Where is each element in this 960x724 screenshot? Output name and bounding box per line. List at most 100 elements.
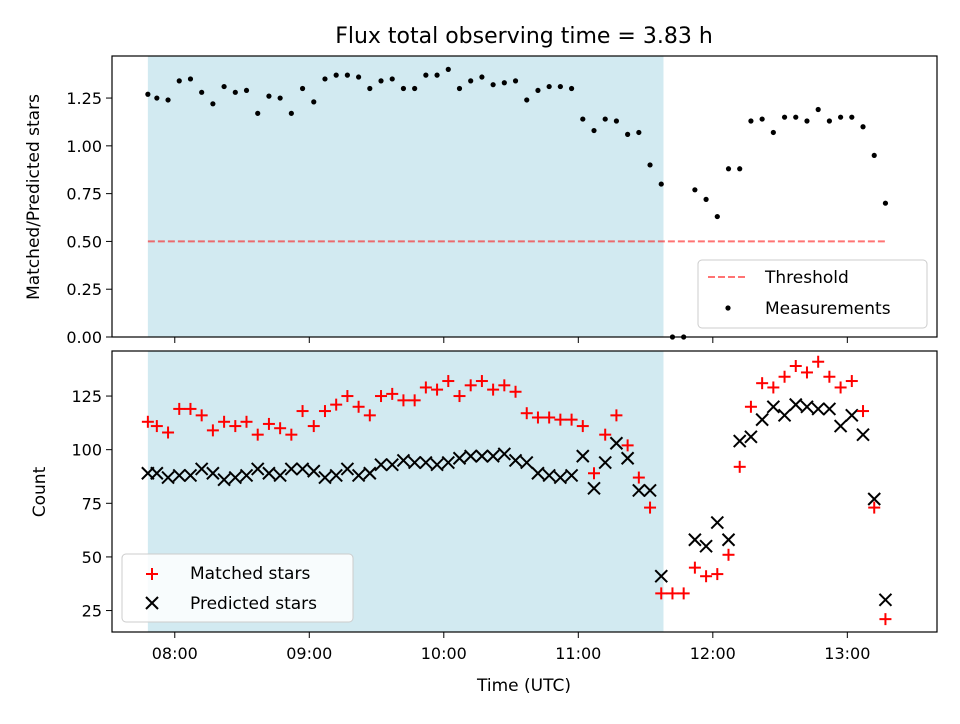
matched-star-point [565, 413, 578, 426]
matched-star-point [879, 613, 892, 626]
predicted-star-point [385, 457, 399, 472]
matched-star-point [531, 411, 544, 424]
measurements-legend-swatch [725, 305, 731, 311]
predicted-star-point [486, 449, 500, 463]
predicted-star-point [632, 483, 646, 498]
predicted-star-point [598, 455, 612, 470]
measurement-point [636, 129, 642, 136]
predicted-star-point [295, 462, 310, 476]
measurement-point [512, 78, 519, 84]
matched-star-point [509, 385, 522, 398]
predicted-star-point [654, 569, 668, 583]
matched-star-point [341, 390, 354, 403]
predicted-star-point [531, 466, 545, 480]
predicted-star-point [856, 427, 870, 442]
measurement-point [692, 187, 698, 193]
predicted-star-point [733, 434, 747, 448]
predicted-star-point [307, 464, 321, 478]
matched-star-point [498, 379, 511, 392]
measurement-point [714, 213, 720, 220]
measurement-point [400, 85, 407, 92]
top-y-tick-label: 0.50 [66, 232, 102, 251]
predicted-star-point [878, 593, 893, 607]
matched-star-point [834, 381, 847, 394]
bottom-x-tick-label: 12:00 [690, 644, 736, 663]
measurement-point [322, 76, 328, 82]
predicted-star-point [251, 462, 265, 476]
predicted-star-point [553, 470, 568, 485]
measurement-point [176, 78, 182, 84]
predicted-star-point [351, 468, 366, 483]
matched-star-point [599, 428, 612, 441]
matched-star-point [767, 381, 780, 394]
predicted-star-point [744, 430, 758, 444]
matched-legend-label: Matched stars [190, 564, 310, 584]
matched-star-point [520, 407, 533, 420]
matched-star-point [800, 366, 813, 379]
bottom-y-axis-label: Count [30, 466, 50, 517]
bottom-y-tick-label: 75 [82, 494, 102, 513]
predicted-star-point [407, 455, 422, 470]
measurement-point [479, 74, 485, 80]
bottom-panel: 25 50 75 100 125 08:00 09:00 10:00 11:00 12:00 13:… [30, 350, 938, 696]
measurement-point [412, 85, 418, 92]
matched-star-point [195, 409, 208, 422]
matched-star-point [150, 420, 163, 433]
matched-star-point [229, 420, 242, 433]
predicted-star-point [228, 470, 243, 485]
matched-star-point [789, 360, 802, 373]
measurement-point [871, 152, 877, 159]
predicted-star-point [340, 462, 355, 476]
measurement-point [221, 83, 227, 90]
matched-star-point [632, 471, 645, 484]
matched-star-point [363, 409, 376, 422]
x-axis-label: Time (UTC) [476, 676, 571, 696]
predicted-star-point [239, 468, 254, 483]
measurement-point [838, 114, 844, 120]
predicted-star-point [452, 451, 467, 465]
matched-star-point [487, 383, 500, 396]
measurement-point [367, 85, 373, 92]
bottom-y-tick-label: 50 [82, 548, 102, 567]
predicted-star-point [755, 412, 769, 427]
bottom-legend: Matched stars Predicted stars [121, 553, 354, 623]
predicted-star-point [688, 533, 702, 547]
matched-star-point [274, 422, 287, 435]
measurement-point [311, 99, 317, 105]
matched-star-point [251, 428, 264, 441]
predicted-star-point [789, 397, 803, 412]
matched-star-point [330, 398, 343, 411]
matched-star-point [475, 375, 488, 388]
predicted-star-point [284, 462, 299, 476]
matched-star-point [756, 377, 769, 390]
predicted-star-point [161, 470, 175, 485]
top-observing-window [147, 56, 664, 337]
threshold-legend-label: Threshold [764, 268, 849, 288]
predicted-star-point [822, 402, 837, 416]
measurement-point [490, 82, 496, 88]
predicted-star-point [150, 466, 164, 480]
predicted-star-point [363, 466, 377, 480]
predicted-star-point [811, 402, 825, 416]
measurement-point [557, 83, 563, 90]
matched-star-point [162, 426, 175, 439]
measurement-point [568, 85, 575, 92]
measurement-point [210, 101, 216, 107]
matched-star-point [644, 501, 657, 514]
measurement-point [154, 95, 160, 101]
matched-star-point [778, 370, 791, 383]
matched-star-point [184, 402, 197, 415]
measurement-point [535, 87, 541, 94]
matched-legend-swatch [146, 568, 158, 580]
top-y-tick-label: 0.25 [66, 280, 102, 299]
matched-star-point [173, 402, 186, 415]
matched-star-point [141, 415, 154, 428]
matched-star-point [296, 405, 309, 418]
measurement-point [793, 114, 799, 120]
measurement-point [613, 118, 620, 124]
measurement-point [524, 97, 530, 103]
matched-star-point [587, 467, 600, 480]
predicted-star-point [620, 451, 635, 465]
matched-star-point [464, 379, 477, 392]
predicted-star-point [318, 470, 332, 485]
